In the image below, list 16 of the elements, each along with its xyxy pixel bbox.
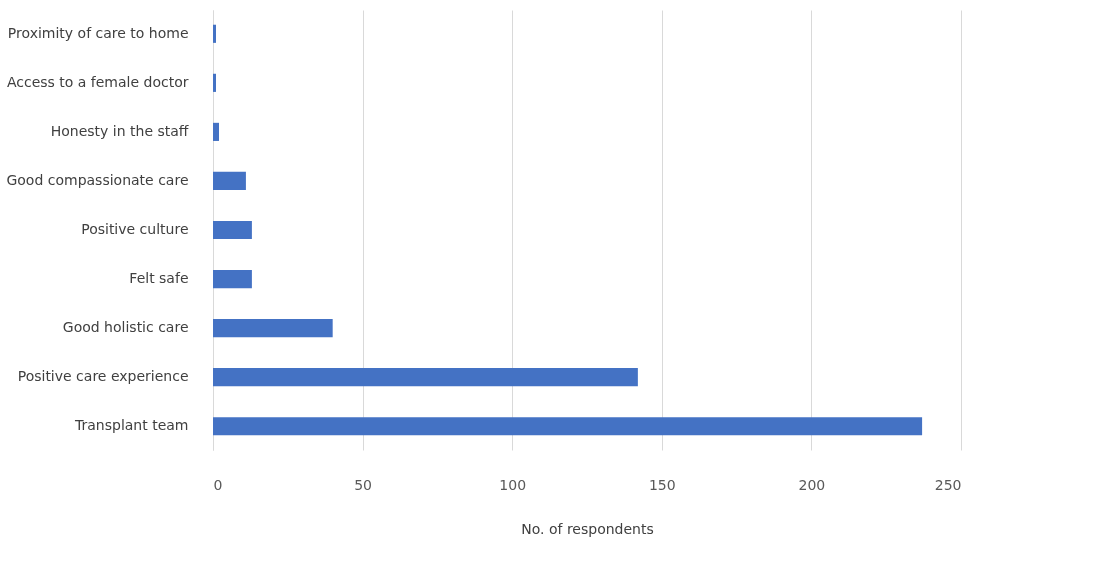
y-tick-label: Positive culture <box>81 221 189 237</box>
x-axis-title: No. of respondents <box>521 520 654 537</box>
y-tick-label: Honesty in the staff <box>50 122 189 139</box>
x-tick-label: 100 <box>499 476 527 493</box>
x-tick-label: 150 <box>648 476 676 493</box>
y-tick-label: Transplant team <box>74 417 189 434</box>
x-tick-label: 250 <box>934 476 962 493</box>
y-tick-label: Good holistic care <box>62 319 189 336</box>
y-tick-label: Proximity of care to home <box>7 24 189 41</box>
y-tick-label: Positive care experience <box>17 368 189 385</box>
y-tick-label: Felt safe <box>129 270 189 287</box>
x-tick-label: 200 <box>798 476 826 493</box>
x-tick-label: 0 <box>213 476 223 493</box>
y-tick-label: Access to a female doctor <box>6 73 189 90</box>
x-tick-label: 50 <box>354 476 373 493</box>
y-tick-label: Good compassionate care <box>6 171 189 188</box>
